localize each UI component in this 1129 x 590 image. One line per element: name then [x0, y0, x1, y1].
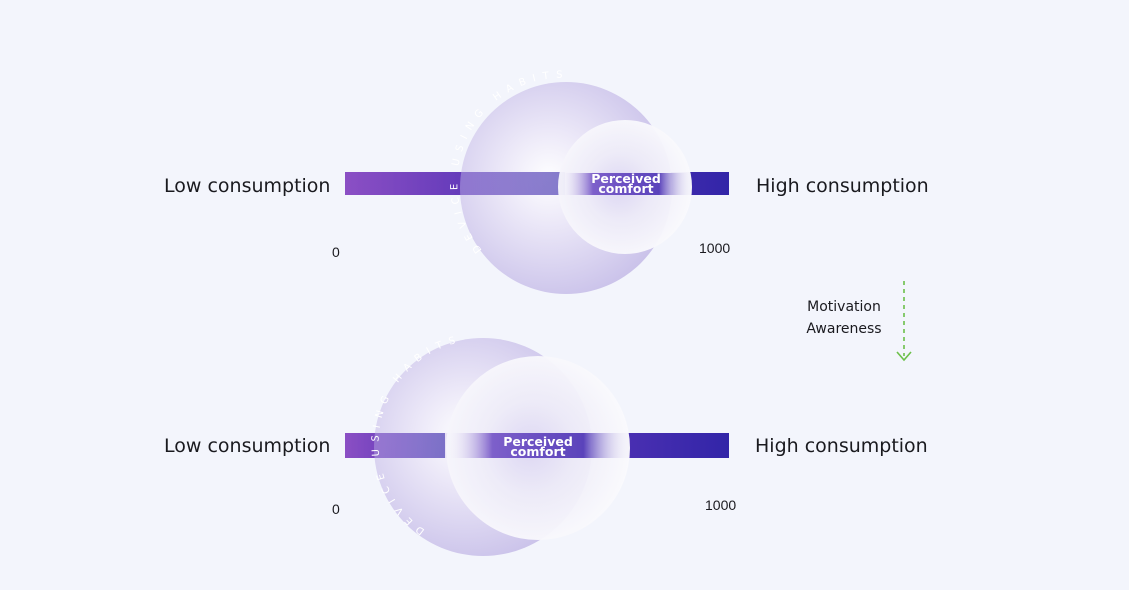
bottom-comfort-band: [447, 433, 629, 458]
bottom-diagram: DEVICE USING HABITS Perceived comfort: [345, 334, 729, 556]
bottom-high-consumption-label: High consumption: [755, 435, 928, 457]
top-high-consumption-label: High consumption: [756, 175, 929, 197]
bottom-comfort-label-line1: Perceived: [503, 434, 573, 449]
top-max-tick: 1000: [699, 240, 731, 256]
awareness-label: Awareness: [806, 321, 882, 337]
top-comfort-label-line2: comfort: [598, 181, 653, 196]
top-comfort-band: [560, 173, 692, 195]
top-diagram: DEVICE USING HABITS Perceived comfort: [345, 70, 729, 294]
transition-arrow: [896, 281, 912, 362]
bottom-min-tick: 0: [332, 501, 340, 517]
top-comfort-label-line1: Perceived: [591, 171, 661, 186]
bottom-comfort-label-line2: comfort: [510, 444, 565, 459]
motivation-label: Motivation: [807, 299, 881, 315]
bottom-max-tick: 1000: [705, 497, 737, 513]
bottom-low-consumption-label: Low consumption: [164, 435, 331, 457]
top-min-tick: 0: [332, 244, 340, 260]
transition-label: Motivation Awareness: [795, 296, 893, 340]
top-low-consumption-label: Low consumption: [164, 175, 331, 197]
